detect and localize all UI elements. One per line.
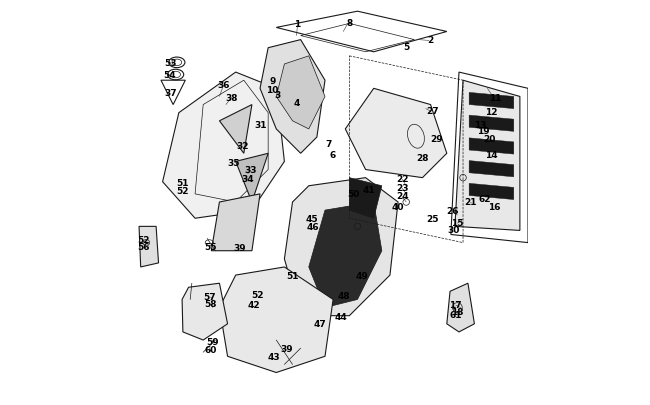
Text: 36: 36 [217,81,229,90]
Text: 38: 38 [226,94,238,102]
Polygon shape [469,184,514,200]
Polygon shape [182,284,228,340]
Polygon shape [345,89,447,178]
Text: 1: 1 [294,20,300,29]
Polygon shape [236,154,268,202]
Text: 56: 56 [137,243,150,252]
Polygon shape [309,202,382,308]
Text: 12: 12 [485,108,498,117]
Text: 16: 16 [488,202,501,211]
Text: 42: 42 [248,300,261,309]
Text: 8: 8 [346,19,352,28]
Text: 31: 31 [255,121,267,130]
Text: 19: 19 [477,127,489,136]
Text: 53: 53 [164,59,177,68]
Text: 49: 49 [355,272,368,281]
Text: 25: 25 [427,214,439,223]
Polygon shape [349,178,382,219]
Text: 28: 28 [416,153,429,162]
Text: 3: 3 [275,91,281,100]
Polygon shape [469,116,514,132]
Text: 54: 54 [164,71,176,80]
Text: 18: 18 [451,307,463,316]
Text: 14: 14 [485,150,498,159]
Text: 40: 40 [392,202,404,211]
Text: 34: 34 [242,175,254,183]
Text: 52: 52 [138,235,150,244]
Text: 17: 17 [448,300,461,309]
Text: 44: 44 [335,312,348,321]
Text: 45: 45 [306,214,318,223]
Polygon shape [162,73,285,219]
Text: 6: 6 [330,150,336,159]
Polygon shape [469,161,514,177]
Text: 57: 57 [203,292,216,301]
Polygon shape [139,227,159,267]
Polygon shape [220,105,252,154]
Text: 5: 5 [403,43,410,52]
Text: 60: 60 [204,345,216,354]
Text: 26: 26 [447,207,459,216]
Text: 24: 24 [396,192,408,201]
Text: 39: 39 [281,345,293,354]
Polygon shape [469,139,514,155]
Text: 46: 46 [307,222,319,231]
Text: 32: 32 [236,141,248,150]
Text: 22: 22 [396,175,408,183]
Text: 15: 15 [451,218,463,227]
Text: 9: 9 [270,77,276,85]
Text: 23: 23 [396,183,408,192]
Text: 7: 7 [325,139,332,148]
Text: 27: 27 [426,107,439,115]
Text: 41: 41 [363,186,375,195]
Text: 51: 51 [176,179,188,188]
Text: 43: 43 [268,352,280,361]
Text: 11: 11 [489,94,502,102]
Text: 37: 37 [164,89,177,98]
Text: 4: 4 [293,99,300,108]
Text: 10: 10 [266,85,278,94]
Polygon shape [220,267,333,373]
Text: 47: 47 [314,320,326,328]
Polygon shape [447,284,474,332]
Text: 35: 35 [227,158,239,167]
Polygon shape [285,178,398,316]
Text: 30: 30 [447,226,460,234]
Text: 21: 21 [464,197,476,206]
Text: 29: 29 [431,135,443,144]
Text: 48: 48 [337,291,350,300]
Text: 59: 59 [206,337,218,346]
Polygon shape [469,93,514,109]
Text: 2: 2 [428,36,434,45]
Text: 39: 39 [233,243,246,252]
Text: 51: 51 [286,271,299,280]
Text: 20: 20 [484,135,496,144]
Polygon shape [211,194,260,251]
Text: 62: 62 [478,195,491,204]
Text: 13: 13 [474,121,486,130]
Polygon shape [276,57,325,130]
Polygon shape [455,81,520,231]
Text: 52: 52 [176,187,188,196]
Text: 33: 33 [244,166,257,175]
Text: 58: 58 [204,299,216,308]
Text: 55: 55 [204,243,216,252]
Text: 52: 52 [252,290,264,299]
Text: 61: 61 [450,311,462,320]
Text: 50: 50 [347,190,359,199]
Polygon shape [260,40,325,154]
